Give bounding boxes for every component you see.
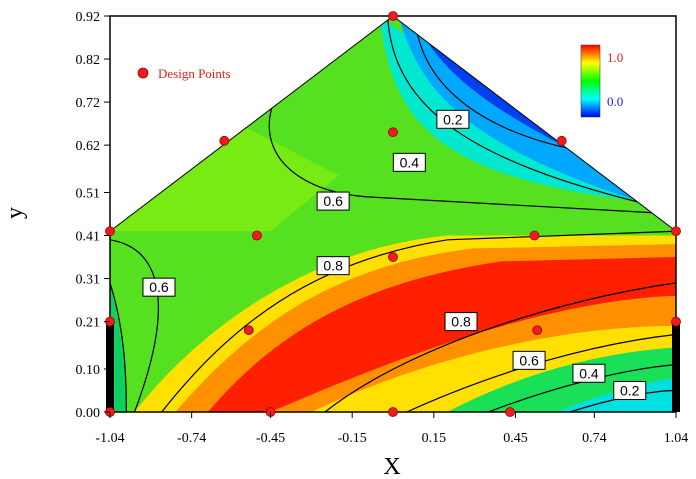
x-tick-label: -1.04 <box>95 431 124 446</box>
y-tick-label: 0.31 <box>76 273 101 288</box>
design-point <box>219 135 230 146</box>
domain-outline <box>109 15 677 413</box>
edge-bar-right <box>672 321 680 412</box>
contour-label: 0.6 <box>149 279 169 295</box>
y-tick-label: 0.41 <box>76 230 101 245</box>
contour-label: 0.4 <box>579 365 599 381</box>
design-point <box>671 316 681 327</box>
design-point <box>388 252 398 262</box>
design-point <box>556 135 567 146</box>
design-points-legend: Design Points <box>137 66 231 81</box>
x-tick-label: 0.15 <box>422 431 447 446</box>
design-point <box>671 226 681 237</box>
design-point <box>532 325 543 336</box>
design-points <box>105 11 681 417</box>
contour-line-1 <box>386 16 652 206</box>
colorbar-min-label: 0.0 <box>607 94 623 109</box>
contour-label-box <box>512 350 546 370</box>
design-point <box>105 226 115 237</box>
contour-label: 0.4 <box>400 154 420 170</box>
x-tick-label: 0.45 <box>503 431 528 446</box>
design-point <box>505 407 515 417</box>
design-point <box>252 230 262 241</box>
edge-bars <box>106 321 680 412</box>
contour-line-0 <box>414 16 598 155</box>
contour-label-box <box>572 363 606 383</box>
legend-marker <box>137 67 149 79</box>
contour-line-6 <box>406 333 676 412</box>
y-tick-label: 0.92 <box>76 10 101 25</box>
design-point <box>388 11 398 21</box>
design-point <box>388 127 398 138</box>
contour-label: 0.8 <box>451 314 471 330</box>
contour-labels: 0.2 0.4 0.6 0.8 0.6 0.8 0.6 0.4 0.2 <box>142 109 647 400</box>
x-axis-title: X <box>383 454 400 479</box>
contour-label-box <box>316 256 350 276</box>
legend-label: Design Points <box>158 66 231 81</box>
design-point <box>529 230 540 241</box>
x-tick-label: -0.15 <box>338 431 367 446</box>
design-point <box>388 407 398 417</box>
colorbar-rect <box>580 44 601 118</box>
y-tick-label: 0.10 <box>76 363 101 378</box>
contour-label: 0.2 <box>620 382 640 398</box>
contour-label-box <box>613 380 647 400</box>
contour-line-3 <box>161 230 676 412</box>
contour-line-5 <box>324 282 676 412</box>
design-point <box>243 325 254 336</box>
x-tick-label: -0.45 <box>256 431 285 446</box>
contour-label-box <box>316 191 350 211</box>
colorbar: 1.0 0.0 <box>580 44 623 118</box>
y-axis: 0.00 0.10 0.21 0.31 0.41 0.51 0.62 0.72 0.82 0.92 <box>76 10 110 421</box>
contour-label-box <box>142 277 176 297</box>
contour-label-box <box>444 312 478 332</box>
x-tick-label: 0.74 <box>582 431 607 446</box>
contour-label: 0.8 <box>323 258 343 274</box>
contour-label-box <box>392 152 426 172</box>
colorbar-max-label: 1.0 <box>607 50 623 65</box>
y-tick-label: 0.21 <box>76 316 101 331</box>
contour-label-box <box>436 109 470 129</box>
contour-label: 0.6 <box>323 193 343 209</box>
x-tick-label: 1.04 <box>664 431 689 446</box>
y-tick-label: 0.72 <box>76 96 101 111</box>
y-tick-label: 0.00 <box>76 406 101 421</box>
y-axis-title: y <box>2 207 28 219</box>
contour-label: 0.2 <box>443 111 463 127</box>
contour-line-9 <box>110 282 127 412</box>
x-tick-label: -0.74 <box>177 431 206 446</box>
y-tick-label: 0.62 <box>76 139 101 154</box>
x-axis: -1.04 -0.74 -0.45 -0.15 0.15 0.45 0.74 1.04 <box>95 412 688 446</box>
y-tick-label: 0.51 <box>76 186 101 201</box>
contour-label: 0.6 <box>519 352 539 368</box>
y-tick-label: 0.82 <box>76 53 101 68</box>
edge-bar-left <box>106 321 114 412</box>
